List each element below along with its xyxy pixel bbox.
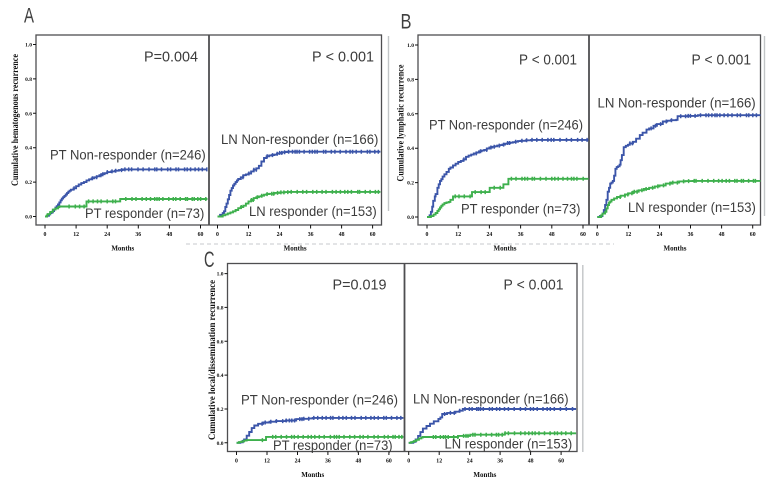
svg-text:LN Non-responder (n=166): LN Non-responder (n=166) [598, 95, 756, 111]
svg-text:24: 24 [657, 232, 663, 238]
svg-text:60: 60 [386, 459, 392, 465]
svg-text:P < 0.001: P < 0.001 [504, 277, 564, 294]
svg-text:48: 48 [339, 232, 345, 238]
svg-text:Cumulative hematogenous recurr: Cumulative hematogenous recurrence [10, 54, 20, 186]
svg-text:36: 36 [135, 232, 141, 238]
svg-text:Months: Months [284, 245, 307, 253]
svg-text:PT responder (n=73): PT responder (n=73) [85, 205, 204, 221]
svg-text:0.0: 0.0 [217, 441, 224, 447]
svg-text:PT responder (n=73): PT responder (n=73) [273, 437, 393, 453]
svg-text:12: 12 [436, 459, 442, 465]
svg-text:24: 24 [104, 232, 110, 238]
svg-text:36: 36 [518, 232, 524, 238]
svg-text:P < 0.001: P < 0.001 [692, 52, 752, 69]
svg-text:P=0.004: P=0.004 [144, 49, 198, 66]
svg-text:24: 24 [467, 459, 473, 465]
svg-text:36: 36 [497, 459, 503, 465]
svg-text:0.2: 0.2 [407, 181, 414, 187]
svg-text:60: 60 [198, 232, 204, 238]
svg-text:P < 0.001: P < 0.001 [312, 49, 374, 66]
svg-text:48: 48 [167, 232, 173, 238]
svg-text:0.6: 0.6 [25, 111, 32, 117]
svg-text:48: 48 [356, 459, 362, 465]
svg-text:60: 60 [558, 459, 564, 465]
svg-text:36: 36 [688, 232, 694, 238]
svg-text:Months: Months [473, 471, 496, 479]
svg-text:LN Non-responder (n=166): LN Non-responder (n=166) [221, 131, 378, 147]
svg-text:0: 0 [407, 459, 410, 465]
svg-text:36: 36 [308, 232, 314, 238]
svg-text:0.0: 0.0 [407, 215, 414, 221]
svg-text:1.0: 1.0 [217, 272, 224, 278]
svg-text:48: 48 [528, 459, 534, 465]
svg-text:A: A [24, 5, 34, 28]
svg-text:LN Non-responder (n=166): LN Non-responder (n=166) [413, 391, 569, 407]
svg-text:Months: Months [111, 245, 134, 253]
svg-text:PT responder (n=73): PT responder (n=73) [461, 201, 581, 217]
svg-text:Months: Months [301, 471, 324, 479]
svg-text:PT Non-responder (n=246): PT Non-responder (n=246) [50, 147, 206, 163]
svg-text:12: 12 [626, 232, 632, 238]
svg-text:0: 0 [216, 232, 219, 238]
svg-text:Months: Months [494, 245, 517, 253]
svg-text:0.2: 0.2 [217, 407, 224, 413]
svg-text:LN responder (n=153): LN responder (n=153) [445, 436, 573, 452]
svg-text:P=0.019: P=0.019 [333, 277, 387, 294]
svg-text:0.4: 0.4 [25, 146, 32, 152]
svg-text:0.8: 0.8 [25, 77, 32, 83]
svg-text:Months: Months [664, 245, 687, 253]
svg-text:P < 0.001: P < 0.001 [519, 52, 577, 69]
svg-text:36: 36 [325, 459, 331, 465]
svg-text:0.8: 0.8 [217, 305, 224, 311]
svg-text:0.0: 0.0 [25, 215, 32, 221]
svg-text:24: 24 [487, 232, 493, 238]
svg-text:PT Non-responder (n=246): PT Non-responder (n=246) [241, 392, 398, 408]
svg-text:1.0: 1.0 [25, 43, 32, 49]
svg-text:0.4: 0.4 [407, 146, 414, 152]
svg-text:0.6: 0.6 [407, 112, 414, 118]
svg-text:0.2: 0.2 [25, 180, 32, 186]
svg-text:0: 0 [426, 232, 429, 238]
svg-text:12: 12 [455, 232, 461, 238]
svg-text:12: 12 [73, 232, 79, 238]
svg-text:0: 0 [235, 459, 238, 465]
svg-text:C: C [204, 247, 215, 272]
svg-text:B: B [401, 11, 412, 34]
svg-text:LN responder (n=153): LN responder (n=153) [628, 199, 756, 215]
svg-text:0.6: 0.6 [217, 339, 224, 345]
svg-text:48: 48 [719, 232, 725, 238]
svg-text:60: 60 [580, 232, 586, 238]
svg-text:0: 0 [44, 232, 47, 238]
svg-text:1.0: 1.0 [407, 43, 414, 49]
svg-text:12: 12 [246, 232, 252, 238]
svg-text:PT Non-responder (n=246): PT Non-responder (n=246) [429, 117, 583, 133]
svg-text:Cumulative local/dissemination: Cumulative local/dissemination recurrenc… [207, 280, 217, 440]
svg-text:24: 24 [277, 232, 283, 238]
svg-text:48: 48 [549, 232, 555, 238]
svg-text:24: 24 [295, 459, 301, 465]
svg-text:60: 60 [370, 232, 376, 238]
svg-text:0: 0 [596, 232, 599, 238]
svg-text:0.8: 0.8 [407, 77, 414, 83]
svg-text:Cumulative lymphatic recurrenc: Cumulative lymphatic recurrence [396, 65, 406, 182]
svg-text:60: 60 [750, 232, 756, 238]
svg-text:12: 12 [264, 459, 270, 465]
svg-text:0.4: 0.4 [217, 373, 224, 379]
svg-text:LN responder (n=153): LN responder (n=153) [249, 203, 377, 219]
